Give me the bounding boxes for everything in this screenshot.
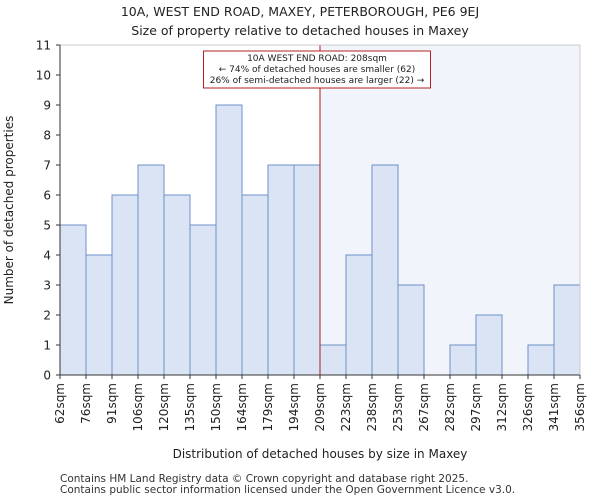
x-tick-label: 223sqm xyxy=(339,383,353,431)
bar-120sqm xyxy=(163,194,191,376)
x-tick-label: 267sqm xyxy=(417,383,431,431)
annotation-box: 10A WEST END ROAD: 208sqm ← 74% of detac… xyxy=(202,50,432,89)
x-axis-label: Distribution of detached houses by size … xyxy=(173,447,468,461)
x-tick-label: 135sqm xyxy=(183,383,197,431)
x-tick-label: 150sqm xyxy=(209,383,223,431)
x-tick-label: 356sqm xyxy=(573,383,587,431)
y-tick-label: 3 xyxy=(43,279,51,293)
bar-76sqm xyxy=(85,254,113,376)
bar-282sqm xyxy=(449,344,477,376)
bar-179sqm xyxy=(267,164,295,376)
footer-line-2: Contains public sector information licen… xyxy=(60,484,516,496)
bar-223sqm xyxy=(345,254,373,376)
annotation-line-3: 26% of semi-detached houses are larger (… xyxy=(210,76,425,86)
bars-group xyxy=(59,104,581,376)
x-tick-label: 238sqm xyxy=(365,383,379,431)
bar-238sqm xyxy=(371,164,399,376)
bar-341sqm xyxy=(553,284,581,376)
y-tick-label: 7 xyxy=(43,159,51,173)
annotation-border xyxy=(202,50,432,89)
x-tick-label: 120sqm xyxy=(157,383,171,431)
bar-106sqm xyxy=(137,164,165,376)
bar-209sqm xyxy=(319,344,347,376)
chart-title-block: 10A, WEST END ROAD, MAXEY, PETERBOROUGH,… xyxy=(0,2,600,40)
y-tick-label: 4 xyxy=(43,249,51,263)
x-tick-label: 282sqm xyxy=(443,383,457,431)
bar-253sqm xyxy=(397,284,425,376)
x-ticks-group: 62sqm 76sqm 91sqm 106sqm 120sqm 135sqm 150sqm 1… xyxy=(53,375,587,431)
y-tick-label: 6 xyxy=(43,189,51,203)
annotation-line-2: ← 74% of detached houses are smaller (62… xyxy=(219,65,416,75)
x-tick-label: 91sqm xyxy=(105,383,119,424)
bar-135sqm xyxy=(189,224,217,376)
chart-subtitle: Size of property relative to detached ho… xyxy=(131,23,469,38)
x-tick-label: 312sqm xyxy=(495,383,509,431)
x-tick-label: 76sqm xyxy=(79,383,93,424)
y-tick-label: 5 xyxy=(43,219,51,233)
bar-194sqm xyxy=(293,164,321,376)
y-axis-label: Number of detached properties xyxy=(2,116,16,305)
x-tick-label: 209sqm xyxy=(313,383,327,431)
x-tick-label: 194sqm xyxy=(287,383,301,431)
bar-326sqm xyxy=(527,344,555,376)
bar-150sqm xyxy=(215,104,243,376)
y-tick-label: 11 xyxy=(36,39,51,53)
x-tick-label: 341sqm xyxy=(547,383,561,431)
x-tick-label: 106sqm xyxy=(131,383,145,431)
bar-164sqm xyxy=(241,194,269,376)
y-tick-label: 2 xyxy=(43,309,51,323)
y-tick-label: 9 xyxy=(43,99,51,113)
y-tick-label: 10 xyxy=(36,69,51,83)
bar-62sqm xyxy=(59,224,87,376)
bar-91sqm xyxy=(111,194,139,376)
x-tick-label: 297sqm xyxy=(469,383,483,431)
x-tick-label: 179sqm xyxy=(261,383,275,431)
y-tick-label: 0 xyxy=(43,369,51,383)
y-tick-label: 8 xyxy=(43,129,51,143)
annotation-line-1: 10A WEST END ROAD: 208sqm xyxy=(247,54,387,64)
x-tick-label: 253sqm xyxy=(391,383,405,431)
y-ticks-group: 0 1 2 3 4 5 6 7 8 9 10 11 xyxy=(36,39,60,383)
bar-297sqm xyxy=(475,314,503,376)
footer-line-1: Contains HM Land Registry data © Crown c… xyxy=(60,473,469,485)
x-tick-label: 326sqm xyxy=(521,383,535,431)
y-tick-label: 1 xyxy=(43,339,51,353)
chart-title: 10A, WEST END ROAD, MAXEY, PETERBOROUGH,… xyxy=(120,4,480,19)
x-tick-label: 62sqm xyxy=(53,383,67,424)
x-tick-label: 164sqm xyxy=(235,383,249,431)
